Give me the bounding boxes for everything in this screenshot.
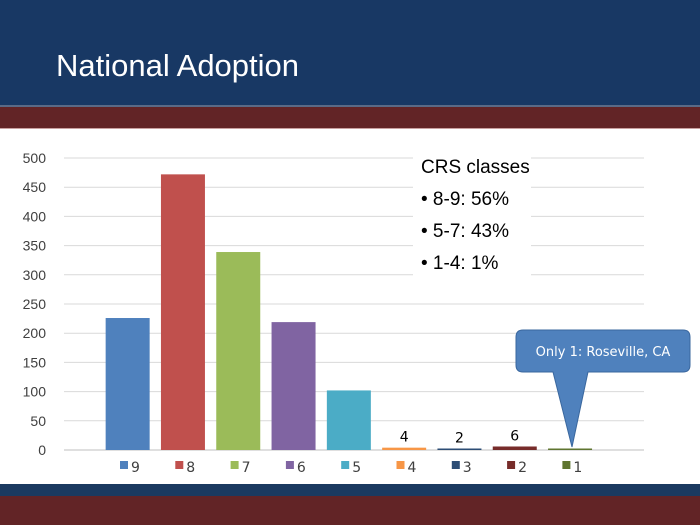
header-accent-band: [0, 107, 700, 129]
legend-swatch-1: [562, 461, 571, 469]
crs-classes-textbox: CRS classes • 8-9: 56% • 5-7: 43% • 1-4:…: [413, 152, 531, 284]
bar-9: [105, 318, 150, 450]
legend-swatch-3: [451, 461, 460, 469]
legend-swatch-7: [230, 461, 239, 469]
y-tick-label: 50: [30, 413, 46, 429]
footer-band-navy: [0, 484, 700, 496]
legend-swatch-5: [341, 461, 350, 469]
y-tick-label: 400: [23, 208, 47, 224]
legend-swatch-9: [120, 461, 128, 469]
textbox-item: • 5-7: 43%: [421, 221, 509, 242]
y-tick-label: 200: [23, 325, 47, 341]
y-tick-label: 250: [23, 296, 47, 312]
bar-6: [271, 322, 316, 450]
title-bar: National Adoption: [0, 0, 700, 107]
bar-2: [492, 446, 537, 450]
callout-bubble: [515, 329, 691, 448]
data-label: 6: [510, 428, 519, 444]
legend-label: 9: [131, 460, 140, 476]
legend-label: 2: [518, 460, 527, 476]
legend-label: 7: [242, 460, 251, 476]
y-tick-label: 450: [23, 179, 47, 195]
slide-title: National Adoption: [56, 48, 300, 83]
data-label: 4: [400, 430, 409, 446]
legend-label: 8: [186, 460, 195, 476]
bar-5: [326, 390, 371, 450]
textbox-item: • 8-9: 56%: [421, 189, 509, 210]
y-tick-label: 500: [23, 150, 47, 166]
legend-swatch-2: [507, 461, 516, 469]
textbox-heading: CRS classes: [421, 157, 530, 178]
bar-1: [548, 448, 593, 450]
legend-swatch-6: [285, 461, 294, 469]
legend-label: 6: [297, 460, 306, 476]
legend-swatch-8: [175, 461, 184, 469]
bar-3: [437, 448, 482, 450]
bar-4: [382, 447, 427, 450]
footer-band-maroon: [0, 496, 700, 525]
bar-8: [160, 174, 205, 451]
data-label: 2: [455, 431, 464, 447]
bar-7: [216, 252, 261, 450]
y-tick-label: 350: [23, 238, 47, 254]
legend-label: 1: [573, 460, 582, 476]
callout-text: Only 1: Roseville, CA: [536, 345, 671, 360]
legend-label: 4: [408, 460, 417, 476]
legend-label: 5: [352, 460, 361, 476]
textbox-item: • 1-4: 1%: [421, 253, 499, 274]
legend-label: 3: [463, 460, 472, 476]
y-tick-label: 300: [23, 267, 47, 283]
y-tick-label: 0: [38, 442, 46, 458]
y-tick-label: 100: [23, 384, 47, 400]
legend-swatch-4: [396, 461, 405, 469]
y-tick-label: 150: [23, 354, 47, 370]
